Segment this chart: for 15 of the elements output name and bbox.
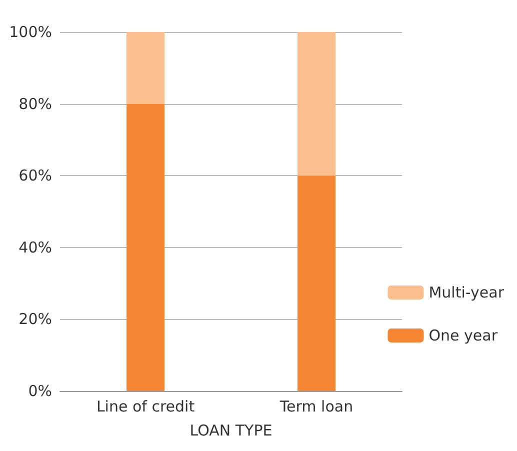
y-tick-label: 0% — [28, 382, 52, 400]
bar — [298, 176, 336, 391]
y-tick-label: 100% — [9, 23, 52, 41]
y-tick-label: 20% — [18, 310, 52, 328]
y-tick-label: 40% — [18, 238, 52, 256]
legend-label: One year — [428, 326, 498, 344]
y-tick-label: 60% — [18, 166, 52, 185]
x-tick-label: Term loan — [278, 398, 354, 416]
x-axis-title: LOAN TYPE — [190, 422, 272, 440]
legend-label: Multi-year — [428, 284, 505, 302]
bar — [298, 32, 336, 176]
bar — [126, 104, 164, 391]
bar — [126, 32, 164, 104]
x-tick-label: Line of credit — [96, 398, 195, 416]
y-tick-label: 80% — [18, 94, 52, 113]
